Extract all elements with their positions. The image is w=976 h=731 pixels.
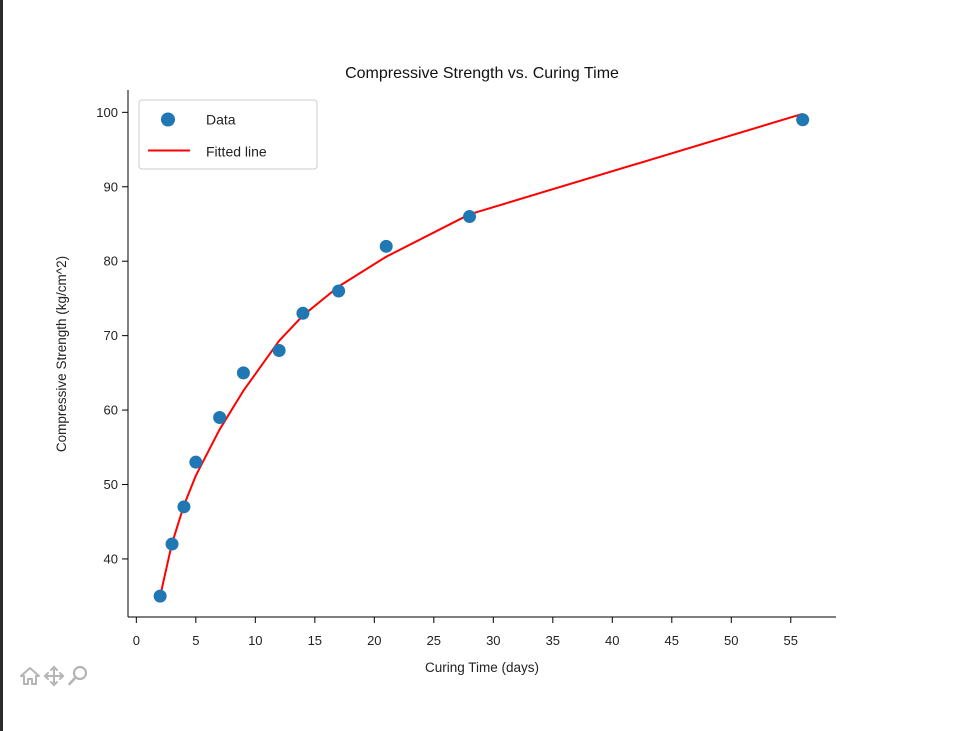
legend-fitted-line-label: Fitted line [206, 144, 267, 160]
data-point [272, 344, 286, 358]
x-tick-label: 0 [133, 633, 140, 648]
x-tick-label: 45 [665, 633, 679, 648]
y-tick-label: 100 [96, 105, 118, 120]
data-point [463, 210, 477, 224]
y-axis-ticks: 40 50 60 70 80 90 100 [96, 105, 128, 566]
data-point [177, 500, 191, 514]
legend-data-label: Data [206, 112, 236, 128]
x-axis-label: Curing Time (days) [425, 660, 539, 675]
y-tick-label: 70 [104, 328, 118, 343]
data-point [165, 537, 179, 551]
legend-box [138, 99, 318, 170]
data-point [796, 113, 810, 127]
plot-series [153, 112, 810, 603]
fitted-line [159, 112, 803, 597]
data-point [332, 284, 346, 298]
legend-data-marker [161, 112, 175, 127]
data-point [379, 239, 393, 253]
x-tick-label: 15 [308, 633, 322, 648]
y-tick-label: 60 [104, 403, 118, 418]
y-tick-label: 50 [104, 477, 118, 492]
x-tick-label: 25 [427, 633, 441, 648]
data-point [153, 589, 167, 603]
x-tick-label: 30 [486, 633, 500, 648]
home-icon [20, 667, 40, 685]
home-button[interactable] [18, 664, 42, 688]
data-point [213, 411, 227, 425]
axes [127, 90, 836, 618]
x-tick-label: 10 [248, 633, 262, 648]
x-tick-label: 20 [367, 633, 381, 648]
legend: Data Fitted line [138, 99, 318, 170]
y-tick-label: 90 [104, 179, 118, 194]
magnifier-icon [68, 665, 88, 686]
data-point [296, 306, 310, 320]
y-axis-label: Compressive Strength (kg/cm^2) [54, 256, 69, 452]
x-tick-label: 35 [546, 633, 560, 648]
plot-toolbar [18, 664, 94, 688]
y-tick-label: 40 [104, 551, 118, 566]
chart-title: Compressive Strength vs. Curing Time [345, 65, 619, 82]
x-axis-ticks: 0 5 10 15 20 25 30 35 40 45 50 55 [133, 617, 798, 648]
zoom-button[interactable] [66, 664, 90, 688]
x-tick-label: 40 [605, 633, 619, 648]
y-tick-label: 80 [104, 254, 118, 269]
data-point [189, 455, 203, 469]
pan-button[interactable] [42, 664, 66, 688]
x-tick-label: 55 [784, 633, 798, 648]
x-tick-label: 50 [724, 633, 738, 648]
data-point [236, 366, 250, 380]
x-tick-label: 5 [192, 633, 199, 648]
window-left-border [0, 0, 3, 731]
move-arrows-icon [43, 665, 65, 687]
